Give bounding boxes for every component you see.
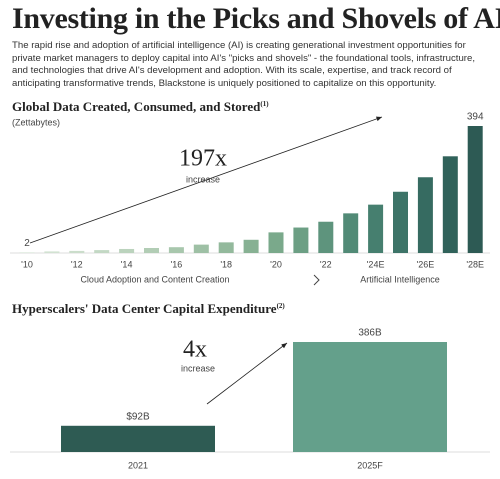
bar	[417, 177, 433, 253]
value-label: 2	[24, 238, 30, 249]
bar	[218, 242, 234, 253]
x-tick-label: '10	[21, 259, 33, 269]
x-tick-label: '20	[270, 259, 282, 269]
x-tick-label: '26E	[417, 259, 435, 269]
chart-title-text: Hyperscalers' Data Center Capital Expend…	[12, 301, 277, 316]
section-label: Cloud Adoption and Content Creation	[80, 274, 229, 284]
bar	[94, 250, 110, 253]
x-tick-label: 2025F	[357, 460, 383, 470]
annotation: 197x	[179, 146, 227, 172]
annotation: 4x	[183, 337, 207, 363]
bar	[144, 248, 159, 253]
chart-title-text: Global Data Created, Consumed, and Store…	[12, 99, 261, 114]
bar	[393, 191, 408, 253]
x-tick-label: 2021	[128, 460, 148, 470]
value-label: $92B	[126, 411, 150, 422]
bar	[19, 252, 35, 253]
x-tick-label: '28E	[466, 259, 484, 269]
section-arrow	[313, 274, 320, 286]
bar	[268, 232, 284, 253]
section-label: Artificial Intelligence	[360, 274, 440, 284]
bar	[442, 156, 458, 253]
trend-arrow	[29, 116, 383, 244]
bar	[119, 248, 135, 253]
value-label: 394	[467, 112, 484, 123]
bar	[467, 126, 483, 253]
x-tick-label: '24E	[367, 259, 385, 269]
chart-subtitle: (Zettabytes)	[12, 117, 60, 127]
annotation: increase	[186, 174, 220, 184]
bar	[61, 425, 215, 452]
bar	[293, 342, 447, 452]
bar	[343, 213, 359, 253]
trend-arrow	[206, 342, 288, 405]
bar	[293, 227, 309, 253]
x-tick-label: '18	[220, 259, 232, 269]
x-tick-label: '12	[71, 259, 83, 269]
footnote-mark: (2)	[277, 302, 286, 310]
bar	[69, 250, 85, 253]
bar	[168, 247, 184, 253]
page-title: Investing in the Picks and Shovels of AI	[12, 2, 500, 35]
footnote-mark: (1)	[260, 100, 269, 108]
intro-text: The rapid rise and adoption of artificia…	[12, 40, 475, 89]
x-tick-label: '22	[320, 259, 332, 269]
annotation: increase	[181, 363, 215, 373]
bar	[193, 244, 209, 253]
bar	[243, 239, 259, 253]
bar	[318, 221, 334, 253]
x-tick-label: '14	[121, 259, 133, 269]
chart-title: Global Data Created, Consumed, and Store…	[12, 99, 269, 114]
bar	[368, 204, 384, 253]
value-label: 386B	[358, 328, 382, 339]
chart-title: Hyperscalers' Data Center Capital Expend…	[12, 301, 285, 316]
x-tick-label: '16	[171, 259, 183, 269]
bar	[44, 251, 60, 253]
